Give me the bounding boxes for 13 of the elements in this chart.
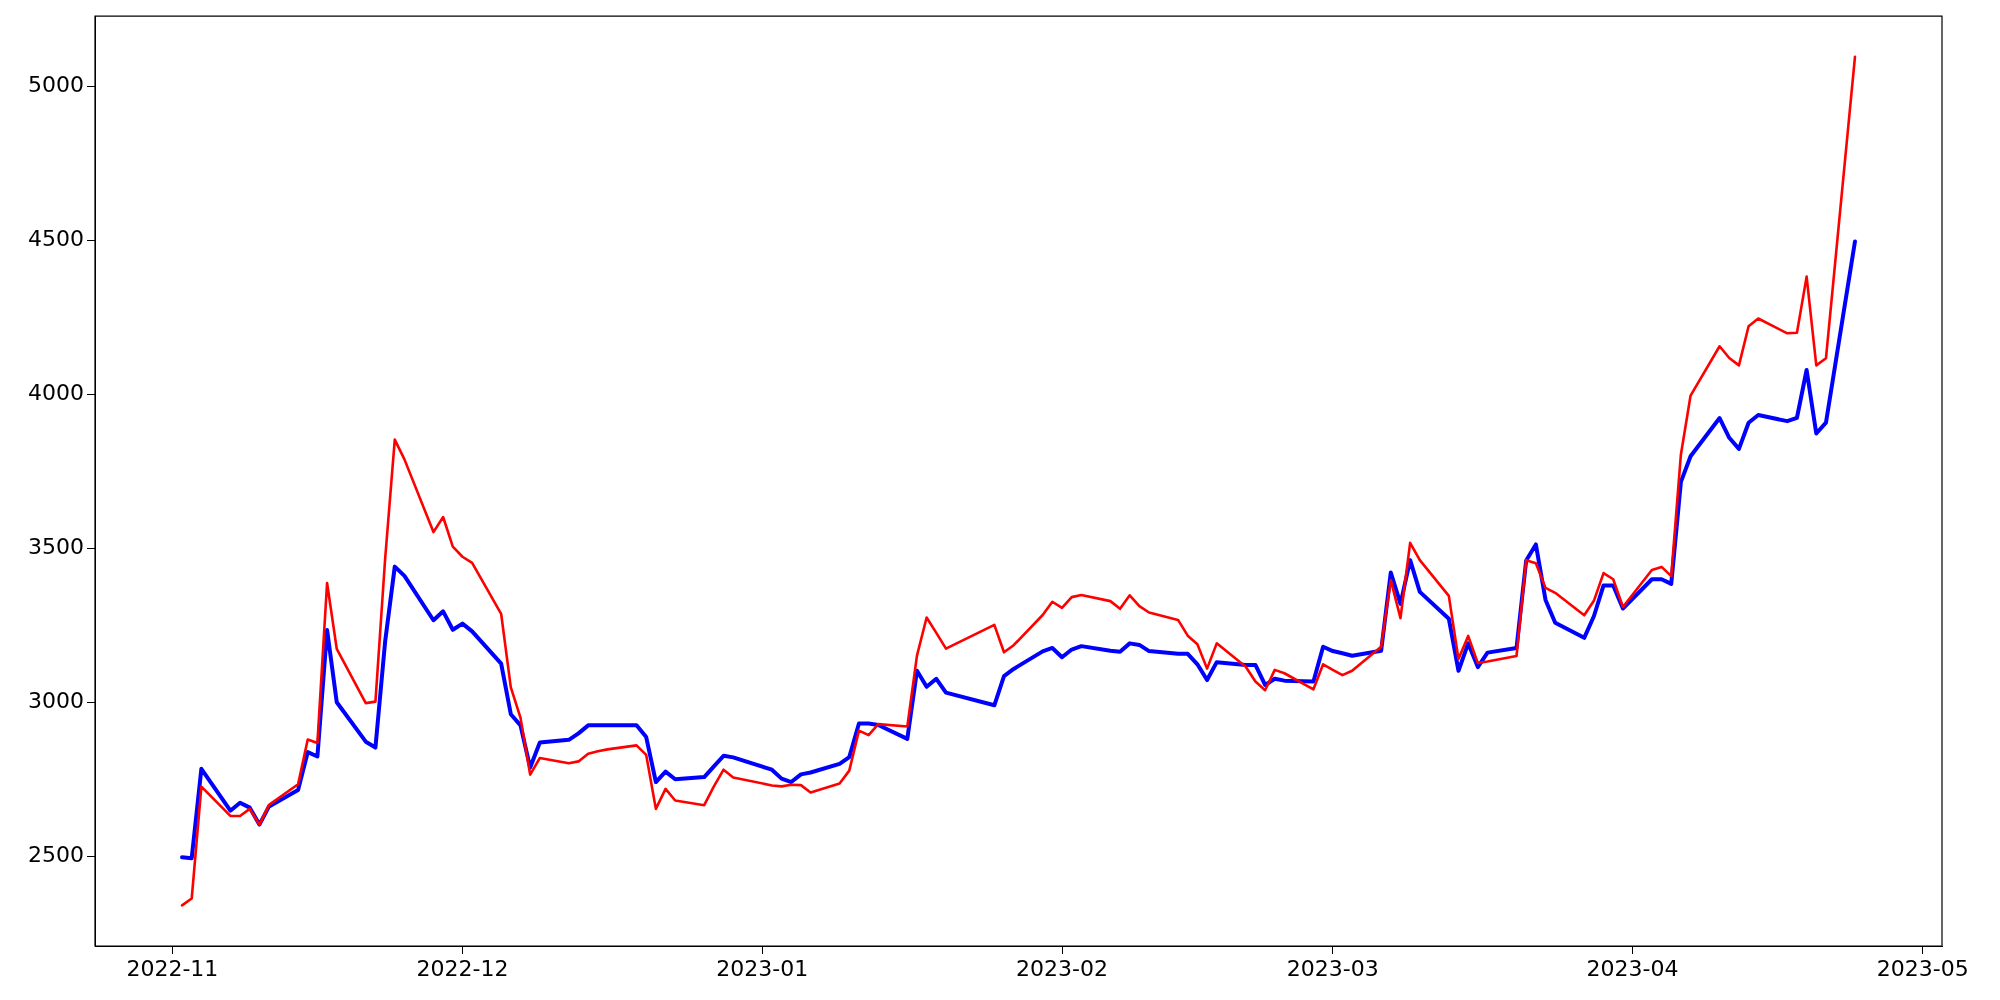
y-tick-label: 3000 xyxy=(28,688,84,714)
y-tick-label: 4000 xyxy=(28,380,84,406)
x-tick-label: 2023-05 xyxy=(1876,955,1969,981)
x-tick-label: 2022-11 xyxy=(126,955,219,981)
x-tick-label: 2023-01 xyxy=(716,955,809,981)
y-tick-label: 4500 xyxy=(28,225,84,251)
x-tick-label: 2023-03 xyxy=(1286,955,1379,981)
x-tick-label: 2023-02 xyxy=(1016,955,1108,981)
y-tick-label: 2500 xyxy=(28,842,84,868)
y-tick-label: 3500 xyxy=(28,534,84,560)
x-tick-label: 2022-12 xyxy=(416,955,509,981)
x-tick-label: 2023-04 xyxy=(1586,955,1679,981)
y-tick-label: 5000 xyxy=(28,71,84,97)
